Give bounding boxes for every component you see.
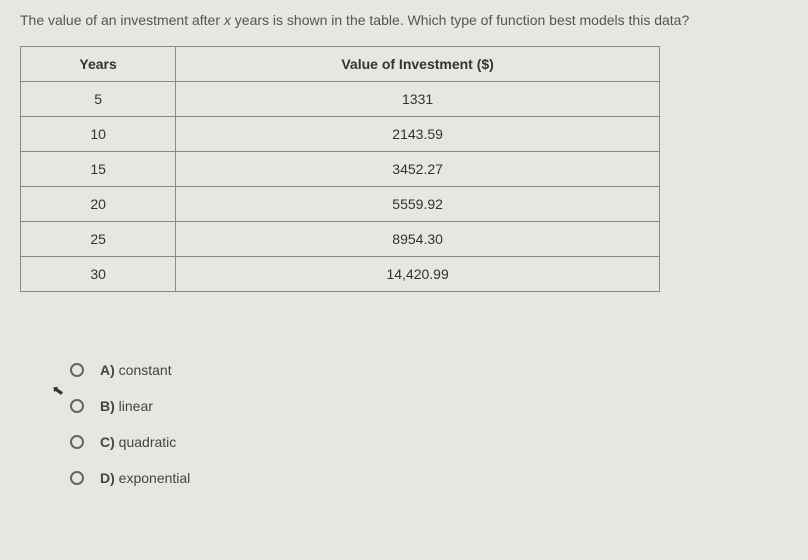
table-cell: 5 <box>21 82 176 117</box>
table-row: 25 8954.30 <box>21 222 660 257</box>
option-text: linear <box>119 398 153 414</box>
table-cell: 14,420.99 <box>176 257 660 292</box>
table-cell: 1331 <box>176 82 660 117</box>
data-table: Years Value of Investment ($) 5 1331 10 … <box>20 46 660 292</box>
table-header: Years <box>21 47 176 82</box>
table-cell: 15 <box>21 152 176 187</box>
question-suffix: years is shown in the table. Which type … <box>231 12 689 28</box>
option-text: exponential <box>119 470 191 486</box>
option-text: quadratic <box>119 434 177 450</box>
option-letter: C) <box>100 434 115 450</box>
table-header: Value of Investment ($) <box>176 47 660 82</box>
radio-icon[interactable] <box>70 399 84 413</box>
option-text: constant <box>119 362 172 378</box>
option-letter: B) <box>100 398 115 414</box>
table-cell: 10 <box>21 117 176 152</box>
question-variable: x <box>224 12 231 28</box>
options-group: A) constant B) linear C) quadratic D) ex… <box>70 362 788 486</box>
option-d[interactable]: D) exponential <box>70 470 788 486</box>
option-letter: D) <box>100 470 115 486</box>
option-c[interactable]: C) quadratic <box>70 434 788 450</box>
cursor-icon: ⬉ <box>51 381 66 400</box>
table-cell: 25 <box>21 222 176 257</box>
table-cell: 5559.92 <box>176 187 660 222</box>
table-row: 15 3452.27 <box>21 152 660 187</box>
option-letter: A) <box>100 362 115 378</box>
table-row: 5 1331 <box>21 82 660 117</box>
table-cell: 20 <box>21 187 176 222</box>
option-a[interactable]: A) constant <box>70 362 788 378</box>
table-header-row: Years Value of Investment ($) <box>21 47 660 82</box>
radio-icon[interactable] <box>70 363 84 377</box>
table-cell: 30 <box>21 257 176 292</box>
radio-icon[interactable] <box>70 471 84 485</box>
table-row: 10 2143.59 <box>21 117 660 152</box>
table-row: 30 14,420.99 <box>21 257 660 292</box>
option-label: B) linear <box>100 398 153 414</box>
option-label: D) exponential <box>100 470 190 486</box>
option-label: A) constant <box>100 362 172 378</box>
question-text: The value of an investment after x years… <box>20 12 788 28</box>
table-cell: 2143.59 <box>176 117 660 152</box>
option-label: C) quadratic <box>100 434 176 450</box>
option-b[interactable]: B) linear <box>70 398 788 414</box>
table-cell: 8954.30 <box>176 222 660 257</box>
table-cell: 3452.27 <box>176 152 660 187</box>
table-row: 20 5559.92 <box>21 187 660 222</box>
question-prefix: The value of an investment after <box>20 12 224 28</box>
radio-icon[interactable] <box>70 435 84 449</box>
